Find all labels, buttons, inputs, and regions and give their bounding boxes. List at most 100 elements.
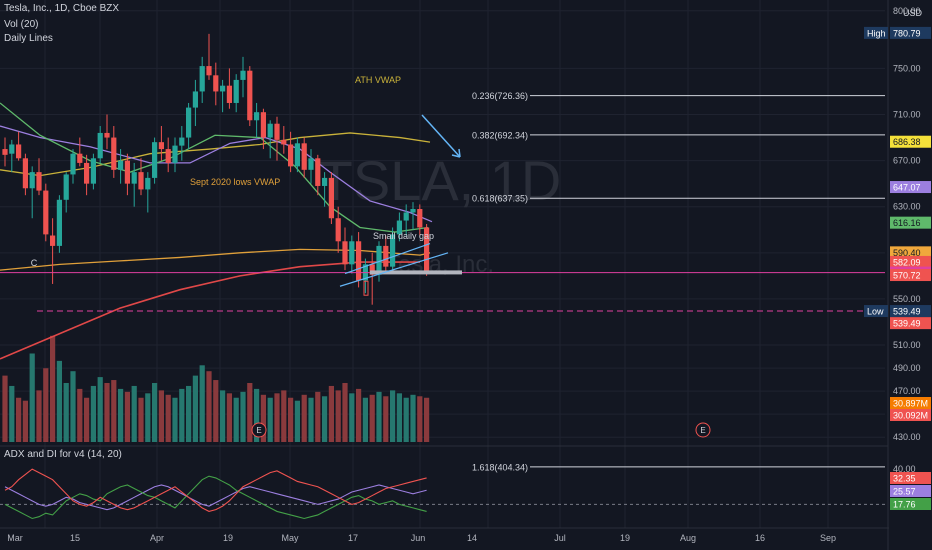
price-tick-label: 430.00: [893, 432, 921, 442]
volume-bar: [417, 396, 423, 442]
volume-bar: [301, 394, 307, 442]
fib-label: 1.618(404.34): [472, 462, 528, 472]
annotations[interactable]: ATH VWAP Sept 2020 lows VWAP Small daily g…: [0, 75, 885, 438]
candle-body: [131, 172, 137, 184]
price-value-label: 582.09: [893, 257, 921, 267]
small-gap-label: Small daily gap: [373, 231, 434, 241]
volume-bar: [274, 393, 280, 442]
symbol-legend[interactable]: Tesla, Inc., 1D, Cboe BZX: [4, 3, 120, 14]
volume-legend[interactable]: Vol (20): [4, 19, 39, 30]
candle-body: [267, 123, 273, 138]
volume-bar: [424, 397, 430, 442]
volume-bar: [77, 388, 83, 442]
volume-bar: [315, 391, 321, 442]
candle-body: [328, 177, 334, 219]
time-tick-label: Mar: [7, 533, 23, 543]
time-axis[interactable]: Mar 15 Apr 19 May 17 Jun 14 Jul 19 Aug 16 Sep: [7, 533, 836, 543]
di-plus-line: [4, 475, 427, 520]
volume-bar: [335, 390, 341, 442]
volume-bar: [369, 394, 375, 442]
price-axis[interactable]: 800.00750.00710.00670.00630.00590.00550.…: [864, 0, 932, 550]
volume-bar: [104, 383, 110, 442]
adx-value-label-bg: [890, 472, 931, 484]
candle-body: [383, 245, 389, 267]
time-tick-label: 16: [755, 533, 765, 543]
forecast-arrow-head: [451, 148, 461, 158]
volume-bar: [362, 397, 368, 442]
earnings-marker: [695, 422, 711, 438]
volume-bar: [240, 391, 246, 442]
candle-body: [294, 143, 300, 167]
candle-body: [396, 220, 402, 235]
price-tag-prefix: Low: [867, 307, 884, 317]
candle-body: [2, 149, 8, 155]
candle-body: [281, 139, 287, 145]
volume-bar: [172, 397, 178, 442]
daily-lines-legend[interactable]: Daily Lines: [4, 33, 53, 44]
adx-value-label: 25.57: [893, 487, 916, 497]
volume-value-label-bg: [890, 409, 931, 421]
time-tick-label: May: [281, 533, 299, 543]
volume-bar: [56, 360, 62, 442]
candle-body: [288, 144, 294, 167]
candle-body: [138, 172, 144, 190]
price-value-label: 647.07: [893, 183, 921, 193]
candle-body: [16, 144, 22, 159]
candle-body: [233, 79, 239, 103]
volume-bar: [288, 397, 294, 442]
candle-body: [70, 153, 76, 175]
trend-line-upper: [344, 243, 431, 275]
candle-body: [77, 153, 83, 163]
volume-bar: [90, 385, 96, 442]
candle-body: [29, 172, 35, 189]
time-tick-label: 15: [70, 533, 80, 543]
price-tag-prefix: High: [867, 28, 886, 38]
fib-levels[interactable]: 0.236(726.36) 0.382(692.34) 0.618(637.35) 1…: [472, 91, 885, 472]
price-tick-label: 490.00: [893, 363, 921, 373]
volume-bar: [213, 380, 219, 442]
price-value-label-bg: [890, 26, 931, 39]
volume-bar: [247, 383, 253, 442]
candle-body: [254, 112, 260, 121]
volume-bar: [145, 393, 151, 442]
volume-bar: [267, 397, 273, 442]
volume-bar: [410, 394, 416, 442]
di-minus-line: [4, 468, 427, 513]
adx-legend[interactable]: ADX and DI for v4 (14, 20): [4, 449, 122, 460]
volume-bar: [124, 391, 130, 442]
candle-body: [199, 66, 205, 92]
fib-label: 0.618(637.35): [472, 194, 528, 204]
time-tick-label: 17: [348, 533, 358, 543]
forecast-arrow-shaft: [421, 114, 461, 158]
volume-bar: [138, 397, 144, 442]
candlesticks[interactable]: [2, 33, 430, 305]
volume-bar: [165, 394, 171, 442]
price-value-label: 539.49: [893, 319, 921, 329]
candle-body: [410, 209, 416, 213]
candle-body: [315, 158, 321, 186]
adx-value-label-bg: [890, 485, 931, 497]
volume-bar: [186, 385, 192, 442]
volume-bar: [233, 397, 239, 442]
volume-bar: [118, 388, 124, 442]
candle-body: [152, 142, 158, 178]
price-value-label-bg: [890, 135, 931, 148]
candle-body: [417, 209, 423, 228]
volume-bar: [199, 365, 205, 442]
candle-body: [84, 162, 90, 184]
fib-label: 0.382(692.34): [472, 130, 528, 140]
volume-bar: [29, 353, 35, 442]
ath-vwap-line: [0, 132, 431, 177]
candle-body: [308, 158, 314, 170]
volume-bar: [226, 393, 232, 442]
volume-bar: [342, 383, 348, 442]
candle-body: [240, 70, 246, 80]
volume-bar: [328, 385, 334, 442]
ath-vwap-label: ATH VWAP: [355, 75, 401, 85]
candle-body: [56, 199, 62, 246]
candle-body: [260, 112, 266, 138]
price-value-label-bg: [890, 216, 931, 229]
candle-body: [220, 85, 226, 92]
candle-body: [335, 218, 341, 242]
